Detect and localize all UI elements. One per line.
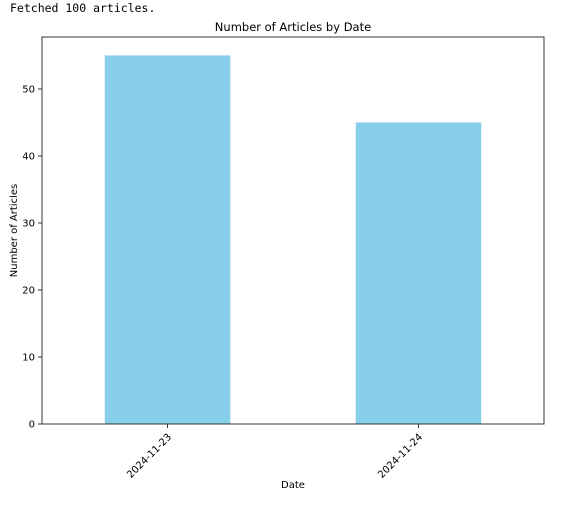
y-tick-label: 10	[22, 352, 35, 363]
plot-area-frame	[41, 36, 545, 425]
x-tick-label: 2024-11-24	[376, 432, 425, 481]
y-tick-label: 30	[22, 218, 35, 229]
y-axis: 0 10 20 30 40 50	[22, 84, 42, 431]
x-axis: 2024-11-23 2024-11-24	[125, 424, 425, 481]
y-tick-label: 0	[29, 420, 35, 431]
chart-title: Number of Articles by Date	[215, 20, 371, 34]
y-tick-label: 40	[22, 151, 35, 162]
console-output-text: Fetched 100 articles.	[10, 1, 156, 15]
y-axis-label: Number of Articles	[9, 184, 20, 277]
y-tick-label: 20	[22, 285, 35, 296]
bar-2024-11-24	[355, 122, 482, 424]
x-tick-label: 2024-11-23	[125, 432, 174, 481]
y-tick-label: 50	[22, 84, 35, 95]
x-axis-label: Date	[281, 480, 305, 491]
bars-layer	[104, 55, 482, 425]
bar-2024-11-23	[104, 55, 231, 425]
